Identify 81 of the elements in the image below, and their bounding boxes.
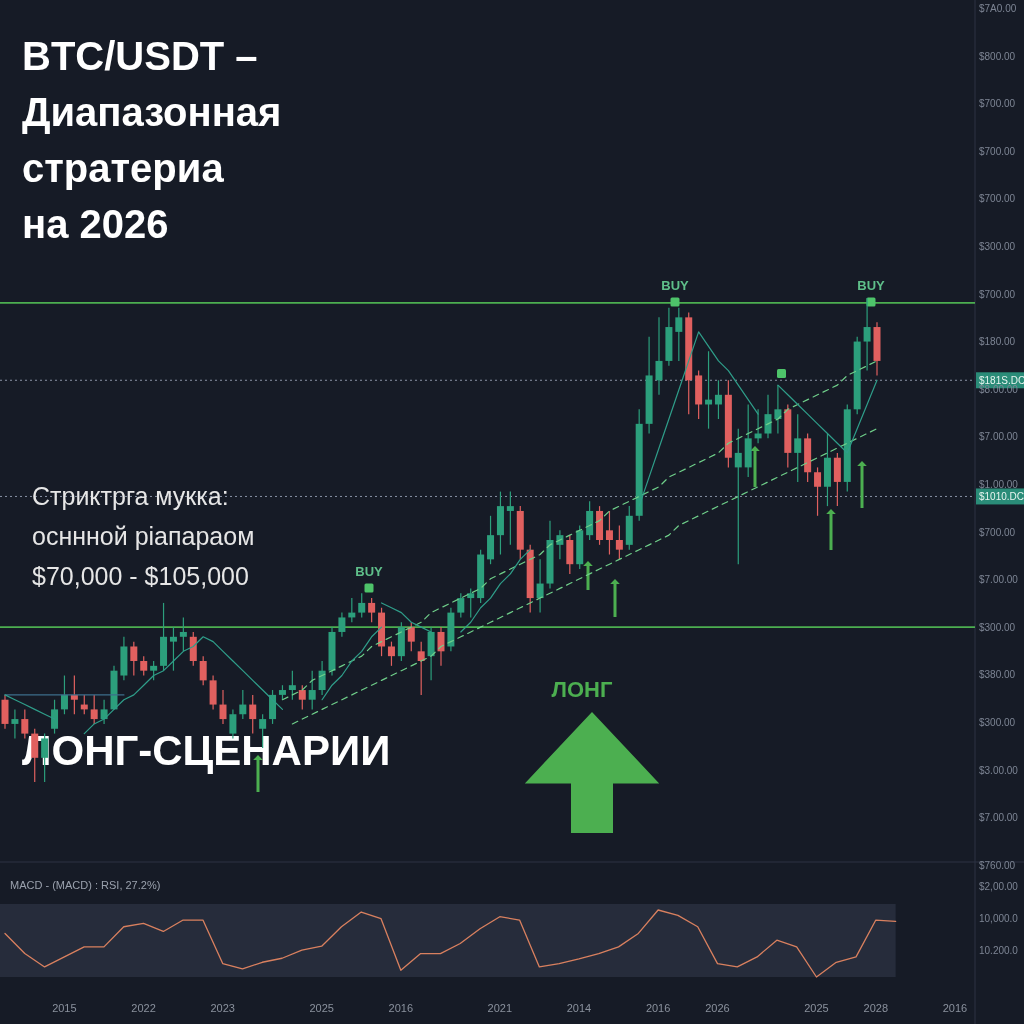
- x-tick-label: 2025: [309, 1002, 334, 1014]
- candlestick: [437, 626, 445, 667]
- text: $700.00: [979, 526, 1016, 538]
- text: $1.00.00: [979, 479, 1019, 490]
- candlestick: [179, 616, 187, 652]
- x-tick-label: 2023: [210, 1002, 235, 1014]
- x-tick-label: 2016: [942, 1002, 968, 1014]
- x-tick-label: 2016: [645, 1002, 671, 1014]
- text: 10.200.0: [979, 945, 1019, 956]
- candlestick: [308, 670, 316, 710]
- text: 10,000.0: [979, 913, 1019, 924]
- text: BUY: [857, 278, 886, 293]
- candlestick: [51, 699, 59, 735]
- candlestick: [764, 394, 772, 439]
- text: $2,00.00: [979, 881, 1019, 892]
- candlestick: [90, 694, 98, 725]
- text: Стриктрга мукка: осннной ріапараом $70,000 - $105,000: [32, 482, 255, 590]
- candlestick: [169, 626, 177, 672]
- text: $300.00: [979, 717, 1016, 728]
- candlestick: [249, 694, 257, 735]
- candlestick: [407, 621, 415, 652]
- text: $300.00: [979, 621, 1016, 633]
- candlestick: [368, 597, 376, 623]
- candlestick: [605, 510, 613, 556]
- chart-title: BTC/USDT – Диапазонная стратериа на 2026: [22, 34, 282, 246]
- text: $760.00: [979, 859, 1016, 871]
- text: $180.00: [979, 336, 1016, 348]
- candlestick: [11, 708, 19, 740]
- candlestick: [655, 316, 663, 396]
- x-tick-label: 2028: [863, 1002, 889, 1014]
- x-tick-label: 2015: [52, 1002, 77, 1014]
- annotation: ЛОНГ: [551, 677, 613, 702]
- candlestick: [100, 699, 108, 725]
- candlestick: [140, 655, 148, 677]
- candlestick: [794, 413, 802, 483]
- candlestick: [536, 558, 544, 614]
- candlestick: [506, 491, 514, 546]
- text: $380.00: [979, 669, 1016, 681]
- text: $7.00.00: [979, 812, 1019, 824]
- text: $700.00: [979, 98, 1016, 110]
- candlestick: [556, 529, 564, 560]
- text: BUY: [661, 278, 690, 293]
- candlestick: [457, 592, 465, 619]
- text: $800.00: [979, 50, 1016, 62]
- candlestick: [417, 641, 425, 696]
- x-tick-label: 2021: [487, 1002, 513, 1014]
- text: $7.00.00: [979, 431, 1019, 443]
- candlestick: [714, 379, 722, 420]
- x-tick-label: 2022: [131, 1002, 156, 1014]
- x-tick-label: 2025: [804, 1002, 829, 1014]
- candlestick: [387, 641, 395, 667]
- x-tick-label: 2026: [705, 1002, 730, 1014]
- text: $700.00: [979, 288, 1016, 300]
- candlestick: [298, 684, 306, 710]
- candlestick: [239, 689, 247, 720]
- candlestick: [199, 655, 207, 686]
- candlestick: [863, 297, 871, 372]
- candlestick: [615, 524, 623, 560]
- x-tick-label: 2016: [388, 1002, 414, 1014]
- text: $700.00: [979, 193, 1016, 205]
- candlestick: [338, 612, 346, 638]
- annotation: BUY: [355, 564, 384, 579]
- candlestick: [219, 689, 227, 725]
- candlestick: [288, 670, 296, 701]
- candlestick: [774, 384, 782, 435]
- text: $7.00.00: [979, 574, 1019, 586]
- candlestick: [358, 592, 366, 619]
- ref-line-label: $1010.DC: [979, 491, 1024, 503]
- candlestick: [130, 641, 138, 677]
- candlestick: [467, 587, 475, 619]
- text: $7A0.00: [979, 3, 1017, 14]
- text: $300.00: [979, 241, 1016, 252]
- candlestick: [734, 428, 742, 565]
- text: $3.00.00: [979, 764, 1019, 776]
- x-tick-label: 2014: [566, 1002, 592, 1014]
- candlestick: [814, 466, 822, 517]
- candlestick: [318, 660, 326, 696]
- text: MACD - (MACD) : RSI, 27.2%): [10, 879, 161, 891]
- candlestick: [150, 660, 158, 681]
- candlestick: [675, 307, 683, 362]
- text: $700.00: [979, 145, 1016, 157]
